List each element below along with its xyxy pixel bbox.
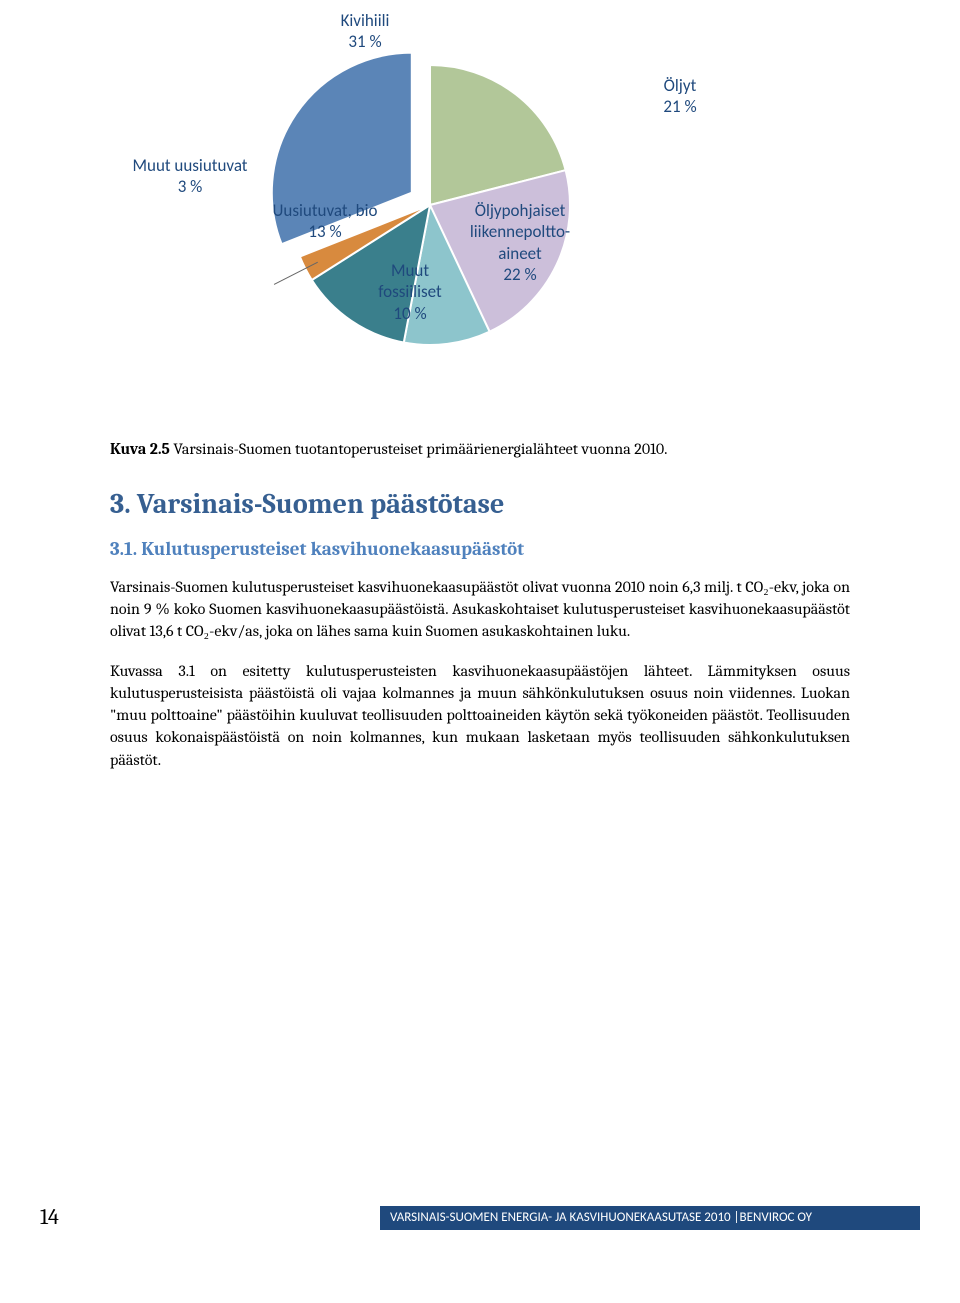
footer-bar: VARSINAIS-SUOMEN ENERGIA- JA KASVIHUONEK… <box>380 1206 920 1230</box>
page-footer: 14 VARSINAIS-SUOMEN ENERGIA- JA KASVIHUO… <box>40 1206 920 1230</box>
pie-label: Öljypohjaisetliikennepoltto-aineet22 % <box>460 200 580 285</box>
pie-label: Kivihiili31 % <box>305 10 425 53</box>
caption-rest: Varsinais-Suomen tuotantoperusteiset pri… <box>170 440 668 458</box>
pie-label: Öljyt21 % <box>620 75 740 118</box>
pie-label: Uusiutuvat, bio13 % <box>265 200 385 243</box>
section-heading: 3. Varsinais-Suomen päästötase <box>110 488 850 520</box>
body-paragraph-2: Kuvassa 3.1 on esitetty kulutusperusteis… <box>110 660 850 770</box>
pie-label: Muut uusiutuvat3 % <box>130 155 250 198</box>
figure-caption: Kuva 2.5 Varsinais-Suomen tuotantoperust… <box>110 440 850 458</box>
pie-svg <box>170 40 690 400</box>
subsection-heading: 3.1. Kulutusperusteiset kasvihuonekaasup… <box>110 538 850 560</box>
pie-chart: Öljyt21 %Öljypohjaisetliikennepoltto-ain… <box>170 40 690 400</box>
page-number: 14 <box>40 1204 59 1230</box>
caption-bold: Kuva 2.5 <box>110 440 170 458</box>
body-paragraph-1: Varsinais-Suomen kulutusperusteiset kasv… <box>110 576 850 642</box>
pie-label: Muutfossiiliset10 % <box>350 260 470 324</box>
